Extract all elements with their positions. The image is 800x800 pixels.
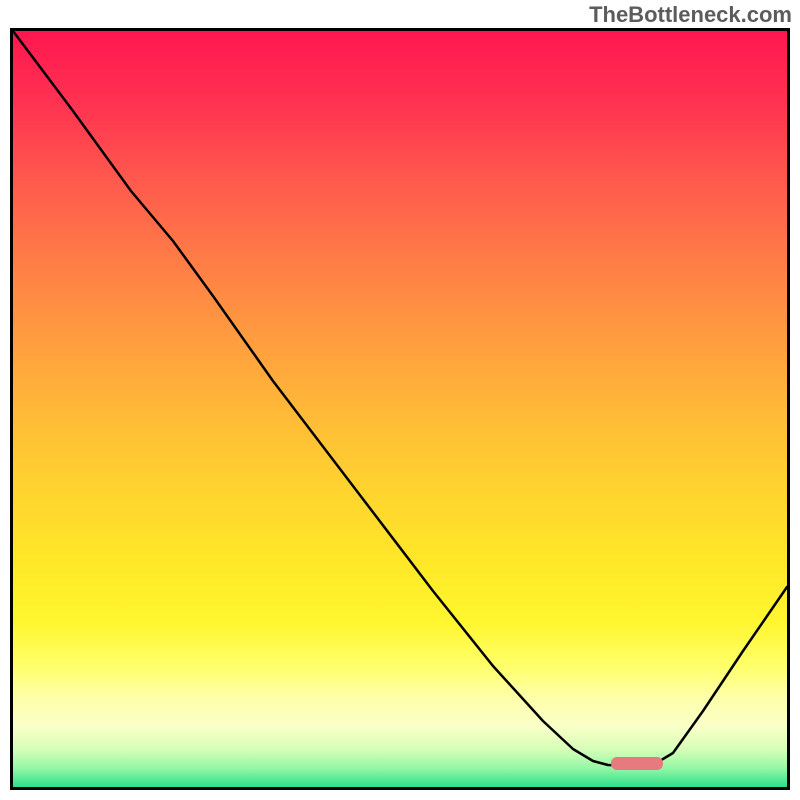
- watermark-text: TheBottleneck.com: [589, 2, 792, 28]
- bottleneck-curve: [13, 31, 787, 787]
- plot-area: [10, 28, 790, 790]
- chart-container: TheBottleneck.com: [0, 0, 800, 800]
